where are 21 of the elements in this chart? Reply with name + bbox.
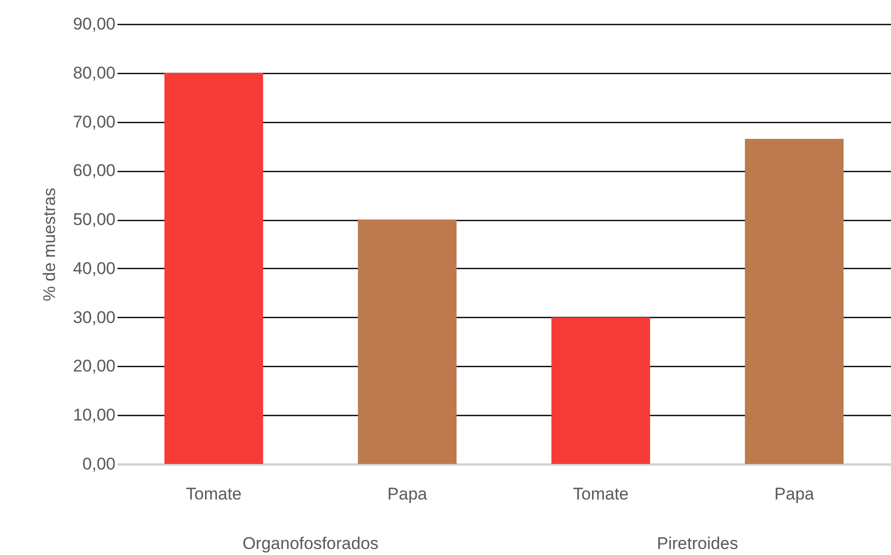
y-tick-label: 80,00 — [72, 63, 116, 82]
bar — [551, 317, 650, 464]
x-tick-label: Papa — [387, 484, 428, 504]
y-axis-title: % de muestras — [40, 188, 59, 302]
y-tick-label: 60,00 — [72, 161, 116, 180]
y-tick-label: 90,00 — [72, 14, 116, 34]
y-tick-label: 40,00 — [72, 258, 116, 278]
y-tick-label: 70,00 — [72, 112, 116, 132]
bar — [358, 220, 457, 464]
x-tick-label: Tomate — [572, 484, 629, 504]
text: Piretroides — [656, 534, 738, 553]
y-tick-label: 30,00 — [72, 308, 116, 327]
x-tick-label: Papa — [774, 484, 815, 504]
y-tick-label: 20,00 — [72, 356, 116, 376]
y-tick-label: 50,00 — [72, 210, 116, 230]
text: Organofosforados — [242, 534, 379, 553]
bar — [164, 72, 264, 464]
y-tick-label: 0,00 — [82, 454, 116, 474]
x-tick-label: Tomate — [186, 484, 242, 504]
bar — [744, 138, 844, 464]
y-tick-label: 10,00 — [72, 406, 116, 425]
